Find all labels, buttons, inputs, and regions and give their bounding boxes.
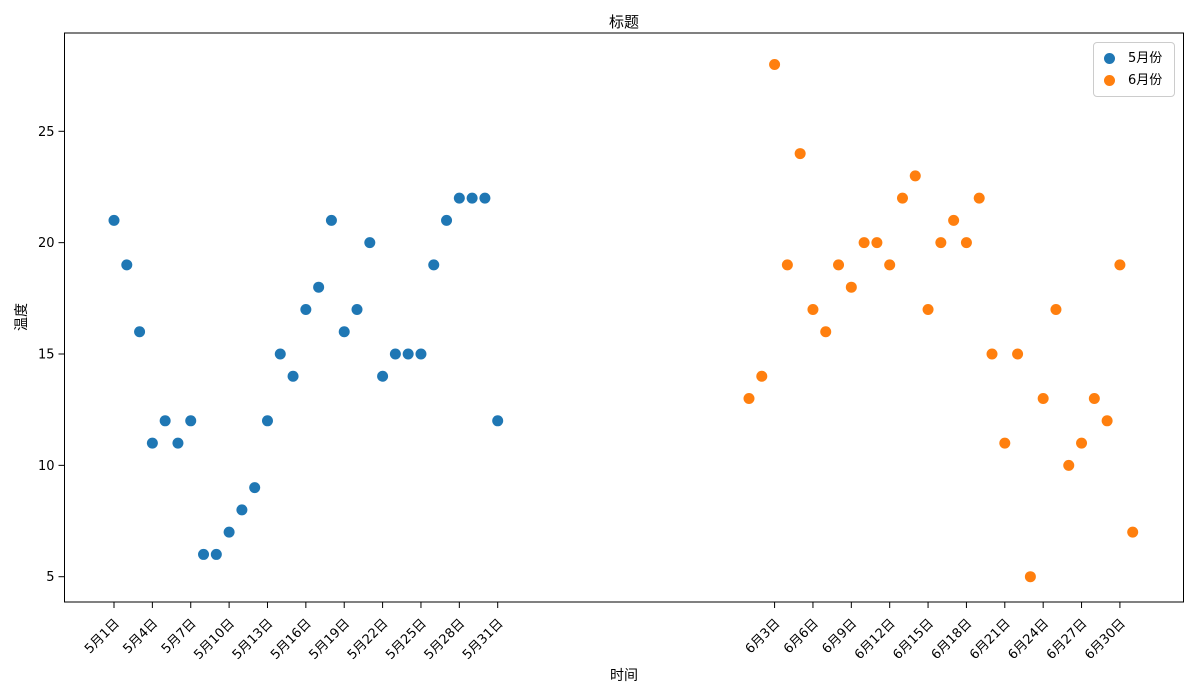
x-tick-label: 6月21日	[967, 616, 1014, 663]
x-tick-label: 6月27日	[1044, 616, 1091, 663]
data-point-5月份	[146, 437, 158, 449]
data-point-5月份	[121, 259, 133, 271]
data-point-5月份	[377, 370, 389, 382]
x-tick-label: 5月28日	[422, 616, 469, 663]
y-tick-label: 5	[46, 570, 54, 585]
data-point-6月份	[896, 192, 908, 204]
data-point-5月份	[249, 482, 261, 494]
data-point-5月份	[479, 192, 491, 204]
legend-label-june: 6月份	[1128, 73, 1163, 88]
legend-item-june: 6月份	[1104, 72, 1162, 89]
legend-item-may: 5月份	[1104, 50, 1162, 67]
x-tick-label: 5月1日	[82, 616, 123, 657]
data-point-5月份	[198, 548, 210, 560]
data-point-6月份	[1114, 259, 1126, 271]
data-point-6月份	[935, 237, 947, 249]
x-tick-label: 5月25日	[383, 616, 430, 663]
legend-marker-june-icon	[1104, 75, 1115, 86]
y-tick-label: 25	[38, 125, 55, 140]
data-point-5月份	[134, 326, 146, 338]
x-tick-label: 6月18日	[929, 616, 976, 663]
data-point-6月份	[1037, 393, 1049, 405]
data-point-6月份	[858, 237, 870, 249]
data-point-6月份	[960, 237, 972, 249]
y-tick-label: 15	[38, 348, 55, 363]
data-point-5月份	[210, 548, 222, 560]
legend-marker-may-icon	[1104, 53, 1115, 64]
data-point-6月份	[1012, 348, 1024, 360]
x-tick-label: 5月4日	[121, 616, 162, 657]
x-tick-label: 5月22日	[345, 616, 392, 663]
data-point-6月份	[820, 326, 832, 338]
legend: 5月份 6月份	[1093, 42, 1176, 97]
data-point-5月份	[313, 281, 325, 293]
data-point-6月份	[871, 237, 883, 249]
data-point-5月份	[402, 348, 414, 360]
plot-border	[64, 32, 1184, 603]
data-point-5月份	[287, 370, 299, 382]
data-point-5月份	[428, 259, 440, 271]
data-point-5月份	[466, 192, 478, 204]
data-point-6月份	[1050, 303, 1062, 315]
data-point-6月份	[833, 259, 845, 271]
legend-label-may: 5月份	[1128, 51, 1163, 66]
data-point-6月份	[807, 303, 819, 315]
data-point-6月份	[909, 170, 921, 182]
data-point-6月份	[743, 393, 755, 405]
data-point-6月份	[845, 281, 857, 293]
x-tick-label: 6月30日	[1082, 616, 1129, 663]
data-point-6月份	[781, 259, 793, 271]
y-tick-label: 20	[38, 236, 55, 251]
data-point-5月份	[108, 214, 120, 226]
data-point-6月份	[769, 58, 781, 70]
data-point-6月份	[1127, 526, 1139, 538]
data-point-6月份	[948, 214, 960, 226]
data-point-6月份	[884, 259, 896, 271]
data-point-6月份	[1088, 393, 1100, 405]
x-tick-label: 6月15日	[890, 616, 937, 663]
data-point-6月份	[973, 192, 985, 204]
data-point-6月份	[794, 148, 806, 160]
data-point-6月份	[1063, 459, 1075, 471]
data-point-5月份	[338, 326, 350, 338]
data-point-5月份	[389, 348, 401, 360]
y-tick-label: 10	[38, 459, 55, 474]
data-point-6月份	[756, 370, 768, 382]
data-point-5月份	[261, 415, 273, 427]
x-tick-label: 5月19日	[307, 616, 354, 663]
data-point-5月份	[441, 214, 453, 226]
data-point-6月份	[922, 303, 934, 315]
x-tick-label: 5月31日	[460, 616, 507, 663]
data-point-6月份	[1076, 437, 1088, 449]
data-point-6月份	[1101, 415, 1113, 427]
data-point-5月份	[236, 504, 248, 516]
x-tick-label: 5月16日	[268, 616, 315, 663]
x-tick-label: 6月3日	[743, 616, 784, 657]
data-point-5月份	[453, 192, 465, 204]
data-point-5月份	[185, 415, 197, 427]
data-point-6月份	[1024, 571, 1036, 583]
data-point-6月份	[986, 348, 998, 360]
x-tick-label: 6月6日	[781, 616, 822, 657]
x-tick-label: 6月12日	[852, 616, 899, 663]
data-point-5月份	[223, 526, 235, 538]
x-axis-label: 时间	[610, 668, 638, 684]
data-point-5月份	[415, 348, 427, 360]
chart-title: 标题	[608, 13, 640, 31]
data-point-5月份	[274, 348, 286, 360]
y-axis-label: 温度	[14, 303, 30, 331]
data-point-5月份	[492, 415, 504, 427]
x-tick-label: 5月10日	[191, 616, 238, 663]
data-point-5月份	[172, 437, 184, 449]
data-point-6月份	[999, 437, 1011, 449]
data-point-5月份	[159, 415, 171, 427]
data-point-5月份	[351, 303, 363, 315]
x-tick-label: 5月13日	[230, 616, 277, 663]
data-point-5月份	[364, 237, 376, 249]
x-tick-label: 6月24日	[1005, 616, 1052, 663]
data-point-5月份	[300, 303, 312, 315]
data-point-5月份	[325, 214, 337, 226]
